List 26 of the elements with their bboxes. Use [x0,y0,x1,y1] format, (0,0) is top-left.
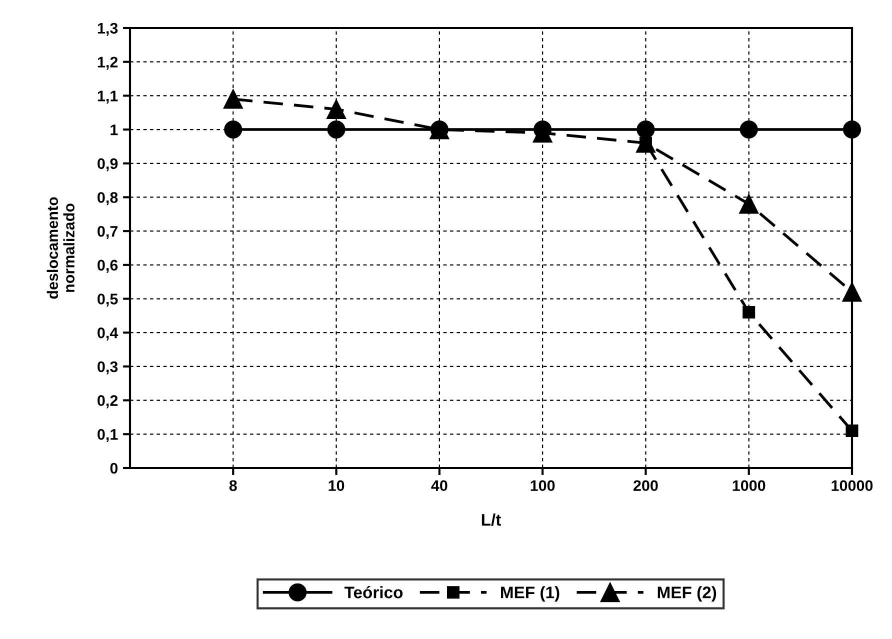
y-tick-label: 0,3 [98,361,118,374]
x-tick-label: 10000 [832,480,873,492]
x-tick-label: 1000 [732,480,766,492]
y-tick-label: 0,8 [98,192,118,206]
x-axis-title: L/t [482,513,501,526]
y-tick-label: 0,7 [98,226,118,239]
legend-label: MEF (2) [658,586,716,602]
y-tick-label: 0,6 [98,260,118,273]
legend-label: MEF (1) [501,586,560,602]
y-tick-label: 1,2 [98,56,118,70]
legend-label: Teórico [344,586,403,598]
x-tick-label: 10 [328,480,344,492]
x-tick-label: 100 [530,480,555,492]
x-tick-label: 8 [229,480,237,492]
x-tick-label: 40 [431,480,448,492]
y-tick-label: 0,2 [98,395,118,408]
y-tick-label: 1,1 [98,90,118,104]
y-tick-label: 0,5 [98,294,118,307]
y-tick-label: 0,4 [98,327,118,341]
x-tick-label: 200 [634,480,658,492]
y-tick-label: 1 [110,124,118,136]
y-tick-label: 0,1 [98,429,118,442]
y-tick-label: 1,3 [98,22,118,36]
y-tick-label: 0 [110,462,118,474]
y-tick-label: 0,9 [98,158,118,172]
y-axis-title: deslocamento normalizado [46,197,74,299]
